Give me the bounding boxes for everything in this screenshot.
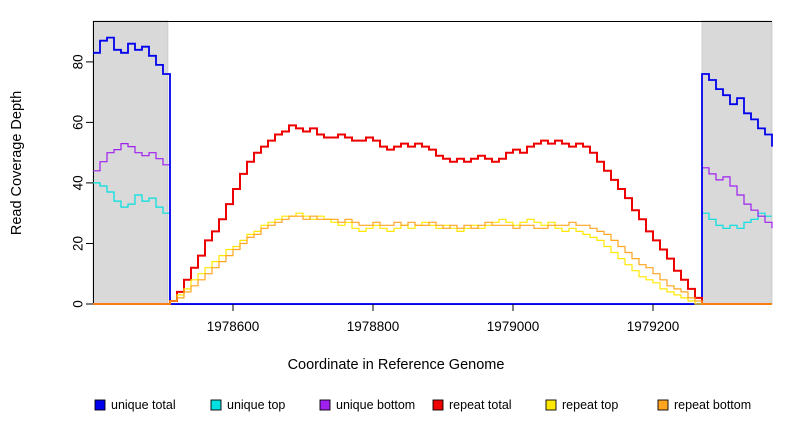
- legend-label-unique-bottom: unique bottom: [336, 398, 415, 412]
- y-tick-label: 40: [71, 175, 86, 190]
- axis-ticks-layer: 0 20 40 60 80 1978600 1978800 1979000 1979200: [71, 54, 680, 334]
- x-tick-label: 1979000: [487, 319, 540, 334]
- y-tick-label: 0: [71, 300, 86, 308]
- legend-swatch-unique-top: [210, 399, 222, 411]
- series-line-repeat-total: [93, 124, 772, 305]
- legend-swatch-repeat-top: [545, 399, 557, 411]
- legend-label-unique-top: unique top: [227, 398, 285, 412]
- plot-frame-layer: [93, 21, 772, 305]
- legend-swatch-unique-total: [94, 399, 106, 411]
- series-line-unique-total: [93, 36, 773, 305]
- legend-label-repeat-top: repeat top: [562, 398, 618, 412]
- legend-label-repeat-total: repeat total: [449, 398, 512, 412]
- y-tick-label: 60: [71, 115, 86, 130]
- series-line-repeat-bottom: [93, 215, 772, 305]
- y-axis-title: Read Coverage Depth: [9, 90, 25, 236]
- y-tick-label: 80: [71, 54, 86, 69]
- shaded-region-left-unique-flank: [92, 20, 169, 305]
- legend-label-unique-total: unique total: [111, 398, 176, 412]
- legend-swatch-unique-bottom: [319, 399, 331, 411]
- x-tick-label: 1978600: [207, 319, 260, 334]
- legend-swatch-repeat-bottom: [657, 399, 669, 411]
- x-axis-title: Coordinate in Reference Genome: [287, 357, 505, 373]
- legend-label-repeat-bottom: repeat bottom: [674, 398, 751, 412]
- series-lines-layer: [93, 36, 773, 305]
- legend-swatch-repeat-total: [432, 399, 444, 411]
- shaded-regions-layer: [92, 20, 773, 305]
- legend-layer: unique total unique top unique bottom repea…: [94, 398, 751, 412]
- x-tick-label: 1979200: [627, 319, 680, 334]
- x-tick-label: 1978800: [347, 319, 400, 334]
- shaded-region-right-unique-flank: [701, 20, 773, 305]
- y-tick-label: 20: [71, 236, 86, 251]
